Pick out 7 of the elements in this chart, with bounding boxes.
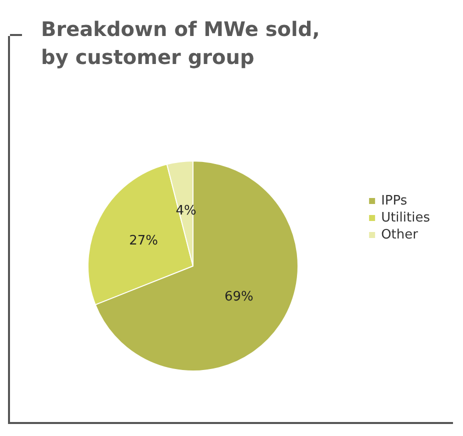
legend-label: IPPs: [381, 194, 408, 208]
data-label: 69%: [224, 290, 254, 305]
data-label: 27%: [129, 233, 158, 248]
legend-label: Utilities: [381, 210, 430, 226]
data-label: 4%: [176, 203, 196, 218]
legend-label: Other: [381, 228, 419, 242]
chart-title: Breakdown of MWe sold, by customer group: [41, 17, 327, 69]
